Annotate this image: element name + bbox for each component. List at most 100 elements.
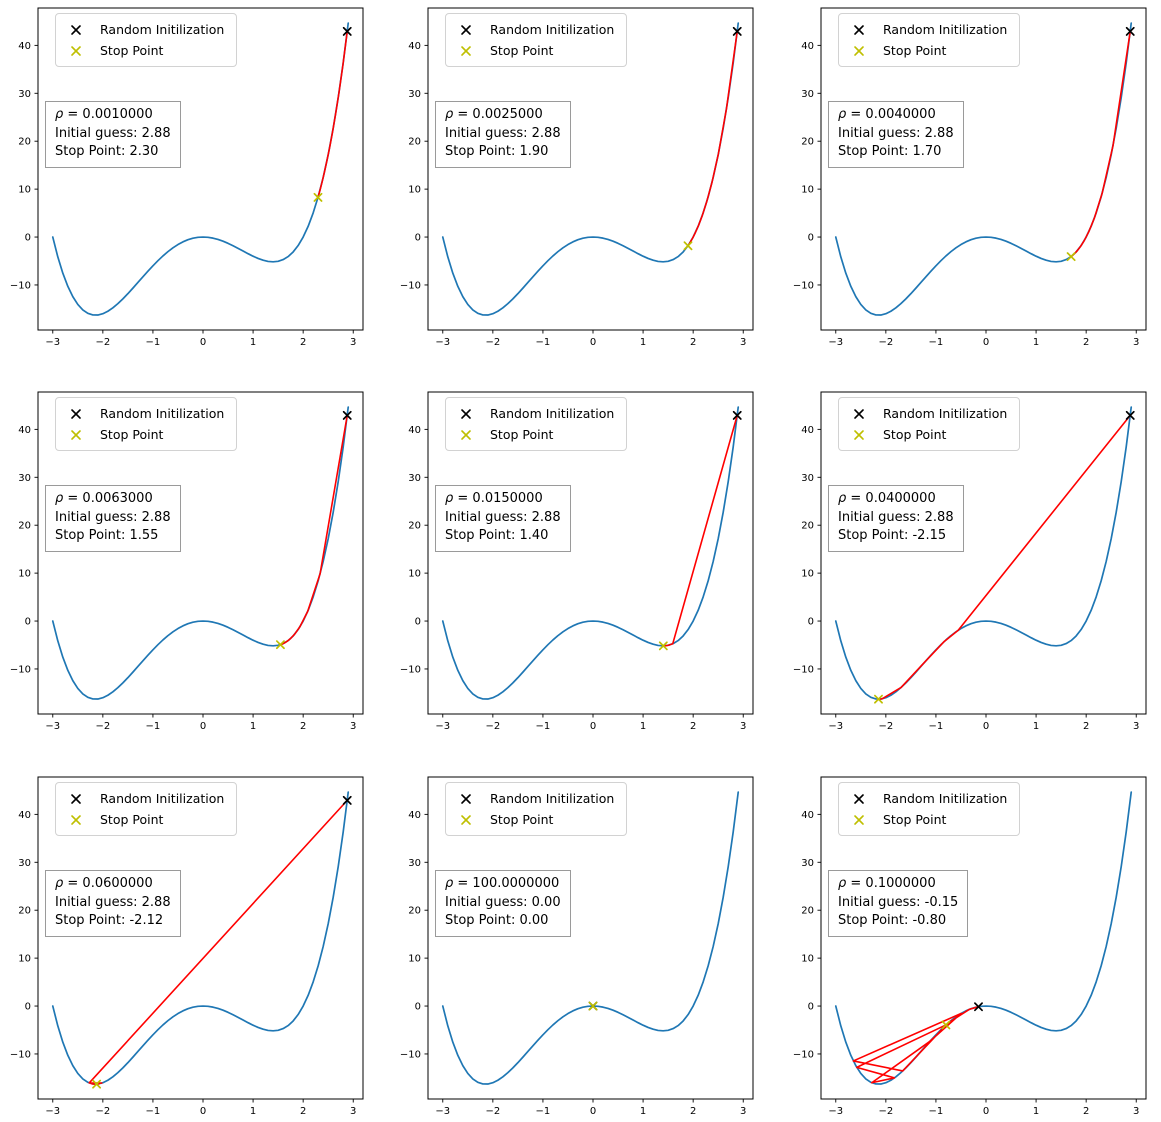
svg-text:−2: −2 xyxy=(95,1106,110,1117)
svg-text:2: 2 xyxy=(1083,721,1089,732)
svg-text:−3: −3 xyxy=(828,721,843,732)
legend-label: Random Initilization xyxy=(883,791,1008,806)
annotation-box: ρ = 0.0400000 Initial guess: 2.88 Stop P… xyxy=(828,485,964,552)
annotation-rho: ρ = 0.0063000 xyxy=(55,491,153,506)
subplot-8: −3 −2 −1 0 1 2 3 −10 0 10 20 30 40 Random Initilizat… xyxy=(400,769,772,1121)
annotation-box: ρ = 0.0150000 Initial guess: 2.88 Stop P… xyxy=(435,485,571,552)
svg-text:0: 0 xyxy=(200,337,206,348)
svg-text:40: 40 xyxy=(408,425,421,436)
svg-text:3: 3 xyxy=(1133,1106,1139,1117)
annotation-initial-guess: Initial guess: -0.15 xyxy=(838,894,959,910)
black-x-marker-icon xyxy=(461,408,471,419)
svg-text:0: 0 xyxy=(415,233,421,244)
black-x-marker-icon xyxy=(71,793,81,804)
subplot-1: −3 −2 −1 0 1 2 3 −10 0 10 20 30 40 Random Initilizat… xyxy=(10,0,382,352)
black-x-marker-icon xyxy=(71,24,81,35)
annotation-initial-guess: Initial guess: 2.88 xyxy=(55,125,171,141)
svg-text:30: 30 xyxy=(18,89,31,100)
annotation-initial-guess: Initial guess: 2.88 xyxy=(445,509,561,525)
svg-text:20: 20 xyxy=(408,521,421,532)
svg-text:2: 2 xyxy=(1083,1106,1089,1117)
svg-text:3: 3 xyxy=(350,337,356,348)
legend: Random Initilization Stop Point xyxy=(445,782,628,836)
legend-item-random-initialization: Random Initilization xyxy=(847,19,1007,40)
svg-text:1: 1 xyxy=(640,1106,646,1117)
svg-text:10: 10 xyxy=(408,185,421,196)
annotation-initial-guess: Initial guess: 2.88 xyxy=(445,125,561,141)
svg-text:2: 2 xyxy=(300,721,306,732)
svg-text:0: 0 xyxy=(25,233,31,244)
svg-text:20: 20 xyxy=(801,521,814,532)
legend: Random Initilization Stop Point xyxy=(838,782,1021,836)
annotation-stop-point: Stop Point: 1.55 xyxy=(55,528,159,543)
annotation-stop-point: Stop Point: 1.90 xyxy=(445,144,549,159)
svg-text:−1: −1 xyxy=(929,337,944,348)
svg-text:0: 0 xyxy=(590,1106,596,1117)
svg-text:20: 20 xyxy=(801,906,814,917)
annotation-stop-point: Stop Point: 2.30 xyxy=(55,144,159,159)
yellow-x-marker-icon xyxy=(71,45,81,56)
annotation-stop-point: Stop Point: 1.40 xyxy=(445,528,549,543)
svg-text:3: 3 xyxy=(1133,721,1139,732)
svg-text:0: 0 xyxy=(200,721,206,732)
svg-text:2: 2 xyxy=(1083,337,1089,348)
svg-text:40: 40 xyxy=(801,41,814,52)
svg-text:10: 10 xyxy=(18,954,31,965)
svg-text:30: 30 xyxy=(408,858,421,869)
yellow-x-marker-icon xyxy=(71,814,81,825)
svg-text:10: 10 xyxy=(18,185,31,196)
annotation-box: ρ = 100.0000000 Initial guess: 0.00 Stop… xyxy=(435,870,571,937)
svg-text:3: 3 xyxy=(350,1106,356,1117)
svg-text:−3: −3 xyxy=(45,1106,60,1117)
svg-text:−1: −1 xyxy=(929,721,944,732)
legend-label: Stop Point xyxy=(883,43,947,58)
svg-text:30: 30 xyxy=(18,473,31,484)
svg-text:−10: −10 xyxy=(10,1049,31,1060)
svg-text:−3: −3 xyxy=(435,721,450,732)
yellow-x-marker-icon xyxy=(854,45,864,56)
svg-text:3: 3 xyxy=(740,721,746,732)
black-x-marker-icon xyxy=(854,24,864,35)
svg-text:40: 40 xyxy=(408,810,421,821)
svg-text:−2: −2 xyxy=(485,721,500,732)
svg-text:−1: −1 xyxy=(536,337,551,348)
svg-text:−2: −2 xyxy=(485,337,500,348)
svg-text:10: 10 xyxy=(801,569,814,580)
subplot-2: −3 −2 −1 0 1 2 3 −10 0 10 20 30 40 Random Initilizat… xyxy=(400,0,772,352)
annotation-rho: ρ = 0.0040000 xyxy=(838,107,936,122)
svg-text:3: 3 xyxy=(740,337,746,348)
annotation-rho: ρ = 0.0400000 xyxy=(838,491,936,506)
legend-item-stop-point: Stop Point xyxy=(454,809,614,830)
legend-item-random-initialization: Random Initilization xyxy=(64,788,224,809)
svg-text:30: 30 xyxy=(801,473,814,484)
svg-text:1: 1 xyxy=(1033,337,1039,348)
legend: Random Initilization Stop Point xyxy=(445,397,628,451)
legend-item-stop-point: Stop Point xyxy=(64,40,224,61)
svg-text:−3: −3 xyxy=(435,1106,450,1117)
svg-text:0: 0 xyxy=(415,617,421,628)
annotation-rho: ρ = 0.1000000 xyxy=(838,876,936,891)
annotation-initial-guess: Initial guess: 2.88 xyxy=(838,509,954,525)
svg-text:0: 0 xyxy=(415,1002,421,1013)
svg-text:20: 20 xyxy=(801,137,814,148)
svg-text:−3: −3 xyxy=(828,1106,843,1117)
annotation-stop-point: Stop Point: -0.80 xyxy=(838,913,947,928)
svg-text:−3: −3 xyxy=(828,337,843,348)
legend-item-random-initialization: Random Initilization xyxy=(454,788,614,809)
legend: Random Initilization Stop Point xyxy=(55,397,238,451)
svg-text:40: 40 xyxy=(18,41,31,52)
legend-label: Stop Point xyxy=(490,427,554,442)
legend: Random Initilization Stop Point xyxy=(838,13,1021,67)
svg-text:20: 20 xyxy=(408,906,421,917)
svg-text:0: 0 xyxy=(808,617,814,628)
svg-text:−1: −1 xyxy=(146,721,161,732)
svg-text:1: 1 xyxy=(250,337,256,348)
subplot-4: −3 −2 −1 0 1 2 3 −10 0 10 20 30 40 Random Initilizat… xyxy=(10,384,382,736)
subplot-5: −3 −2 −1 0 1 2 3 −10 0 10 20 30 40 Random Initilizat… xyxy=(400,384,772,736)
svg-text:1: 1 xyxy=(640,721,646,732)
svg-text:0: 0 xyxy=(983,721,989,732)
